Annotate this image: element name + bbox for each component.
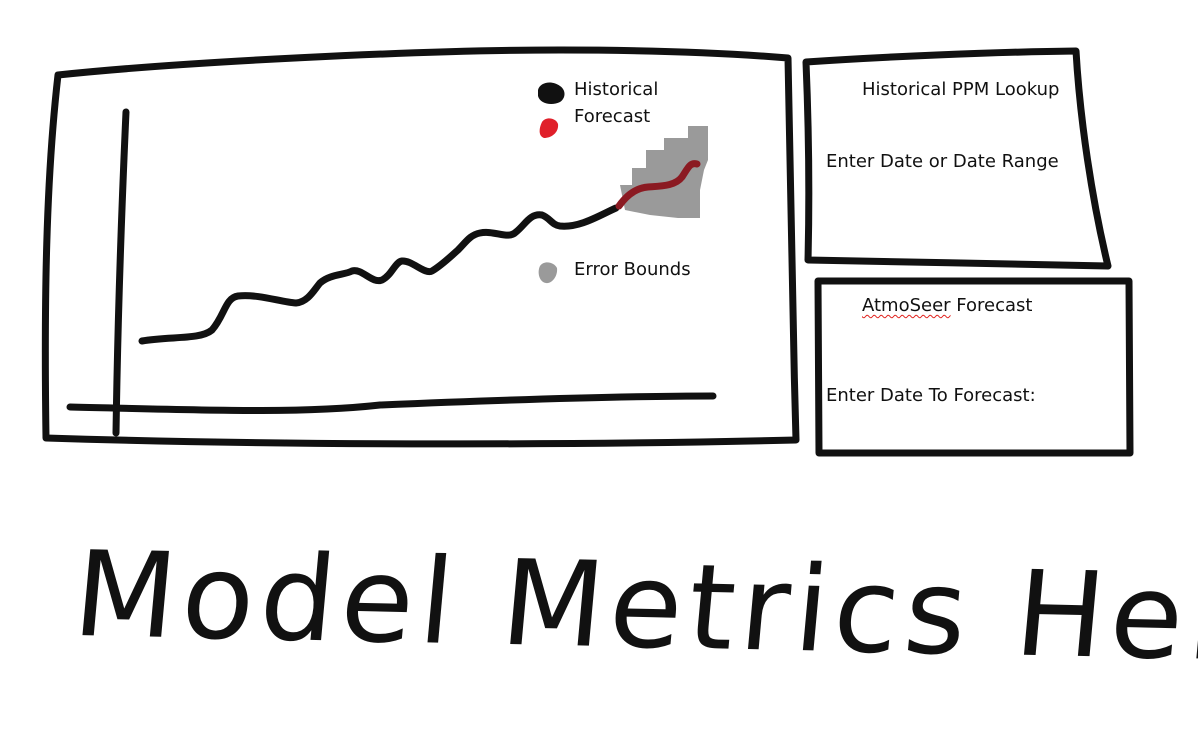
forecast-panel-title: AtmoSeer Forecast (862, 297, 1032, 315)
x-axis (66, 392, 717, 415)
lookup-date-prompt[interactable]: Enter Date or Date Range (826, 151, 1059, 172)
error-bounds-band (620, 126, 708, 218)
lookup-panel-border (802, 47, 1112, 270)
lookup-panel-title: Historical PPM Lookup (862, 79, 1060, 100)
legend-label-error-bounds: Error Bounds (574, 259, 691, 280)
y-axis (112, 108, 130, 437)
legend-label-historical: Historical (574, 79, 659, 100)
chart-panel-border (41, 46, 800, 448)
chart-legend-markers (538, 82, 565, 284)
forecast-panel-border (814, 277, 1134, 457)
forecast-title-brand: AtmoSeer (862, 295, 951, 316)
legend-label-forecast: Forecast (574, 106, 651, 127)
historical-line (138, 204, 620, 345)
forecast-line (615, 160, 701, 210)
forecast-legend-marker (539, 118, 559, 138)
forecast-title-rest: Forecast (950, 295, 1033, 316)
forecast-date-prompt[interactable]: Enter Date To Forecast: (826, 385, 1036, 406)
chart-panel (41, 46, 800, 448)
historical-legend-marker (538, 82, 565, 104)
error-bounds-legend-marker (538, 262, 558, 284)
model-metrics-caption: Model Metrics Here (68, 525, 1198, 689)
chart-axes (66, 108, 717, 437)
